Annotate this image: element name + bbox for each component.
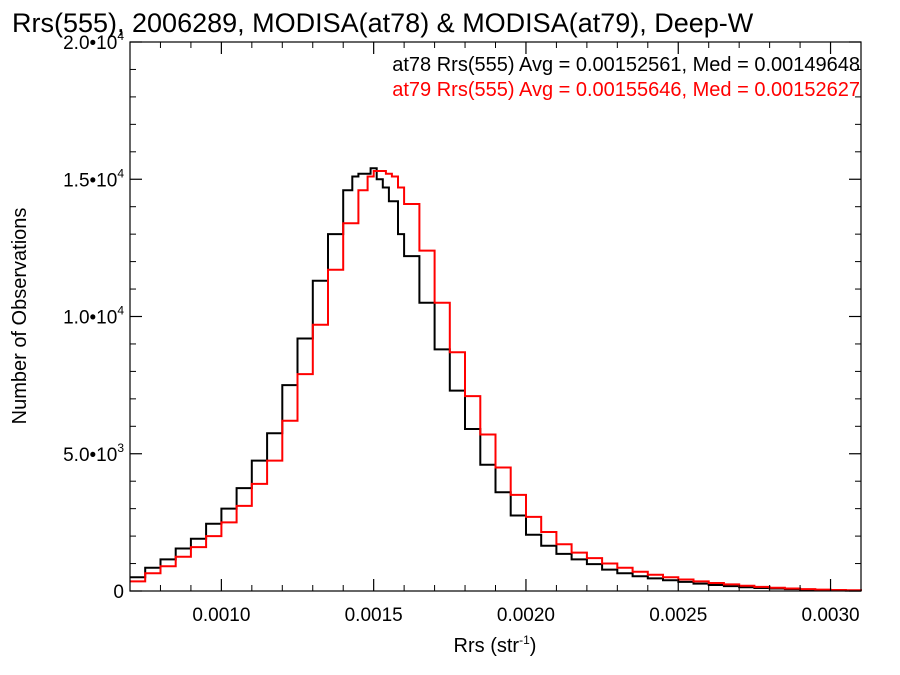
chart-title: Rrs(555), 2006289, MODISA(at78) & MODISA… xyxy=(12,8,754,38)
plot-series-group xyxy=(130,167,862,592)
x-tick-label: 0.0010 xyxy=(192,605,250,626)
y-tick-label: 2.0•104 xyxy=(63,29,124,54)
legend-entry-at79: at79 Rrs(555) Avg = 0.00155646, Med = 0.… xyxy=(392,79,860,101)
tick-labels-group: 0.0010 0.0015 0.0020 0.0025 0.0030 0 5.0•103 1.… xyxy=(63,29,859,626)
x-tick-label: 0.0025 xyxy=(649,605,707,626)
plot-frame xyxy=(129,41,862,592)
x-tick-label: 0.0030 xyxy=(801,605,859,626)
x-tick-label: 0.0020 xyxy=(497,605,555,626)
y-tick-label: 1.5•104 xyxy=(63,166,124,191)
tick-marks-group xyxy=(129,41,862,592)
x-axis-label: Rrs (str-1) xyxy=(454,633,537,657)
y-axis-label: Number of Observations xyxy=(9,208,31,425)
series-line-at78 xyxy=(130,167,862,592)
y-tick-label: 0 xyxy=(113,582,124,603)
series-line-at79 xyxy=(130,170,862,592)
y-tick-label: 5.0•103 xyxy=(63,441,124,466)
y-tick-label: 1.0•104 xyxy=(63,304,124,329)
x-tick-label: 0.0015 xyxy=(345,605,403,626)
legend-entry-at78: at78 Rrs(555) Avg = 0.00152561, Med = 0.… xyxy=(392,54,860,76)
